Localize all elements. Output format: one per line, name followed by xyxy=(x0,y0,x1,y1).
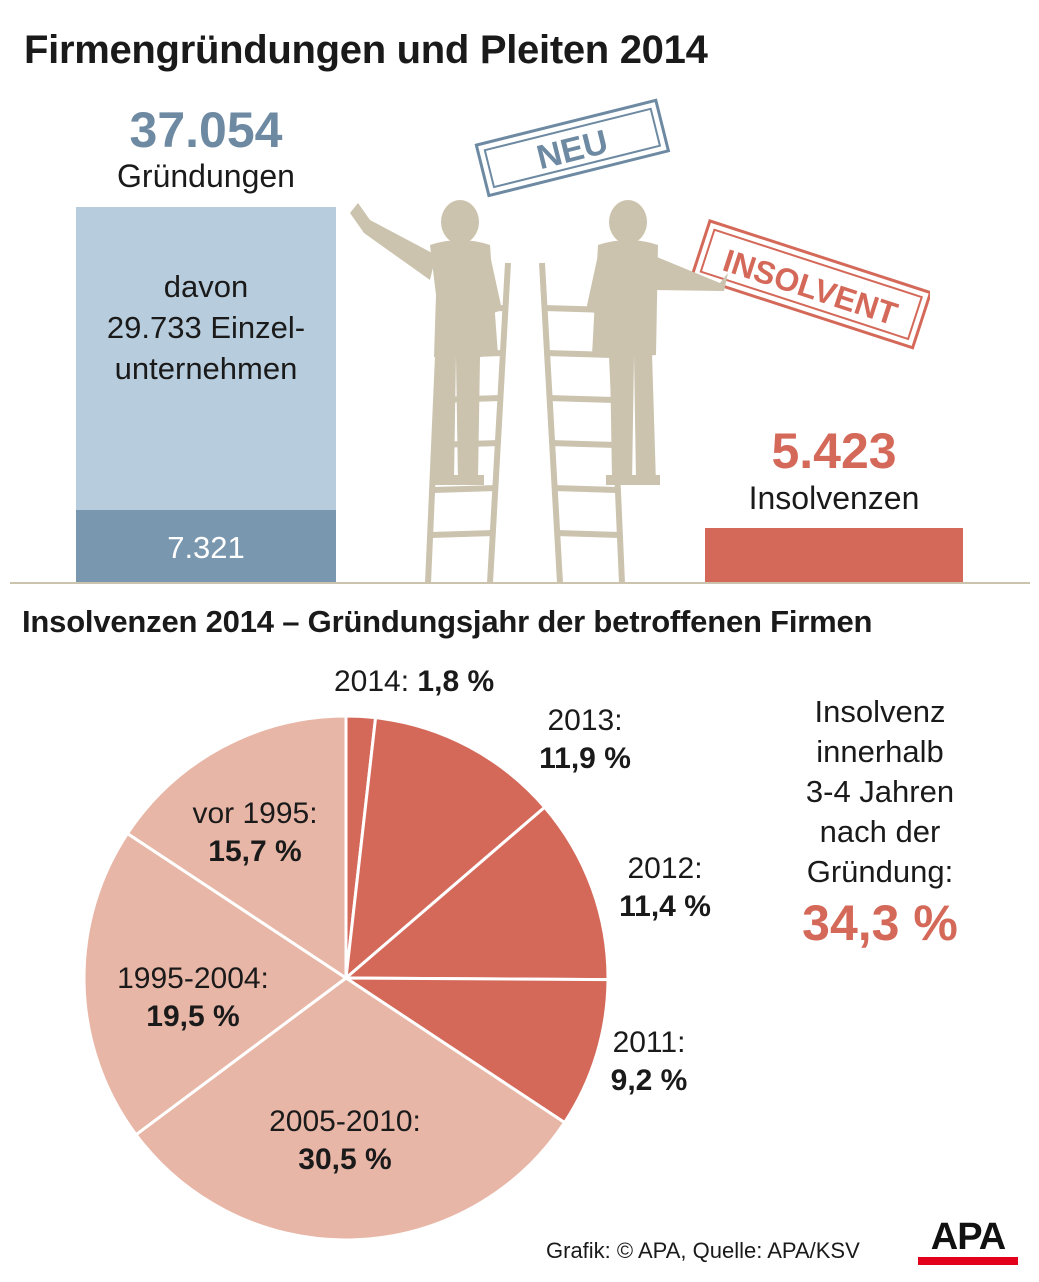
pie-label-2014-year: 2014: xyxy=(334,665,410,698)
pie-label-vor-1995-value: 15,7 % xyxy=(208,835,302,868)
source-credit: Grafik: © APA, Quelle: APA/KSV xyxy=(546,1238,860,1263)
side-note-line1: Insolvenz xyxy=(814,694,946,729)
pie-title: Insolvenzen 2014 – Gründungsjahr der bet… xyxy=(22,604,873,639)
insolvency-bar xyxy=(705,528,963,583)
page-title: Firmengründungen und Pleiten 2014 xyxy=(24,28,708,72)
left-person xyxy=(350,200,502,485)
pie-label-2005-2010-value: 30,5 % xyxy=(298,1143,392,1176)
pie-slice-vor1995 xyxy=(125,714,348,981)
side-note: Insolvenz innerhalb 3-4 Jahren nach der … xyxy=(760,692,1000,952)
founding-value: 37.054 xyxy=(129,102,283,158)
pie-label-vor-1995: vor 1995: 15,7 % xyxy=(170,795,340,871)
apa-logo-bar xyxy=(918,1257,1018,1265)
founding-note-line2: 29.733 Einzel- xyxy=(106,310,306,345)
pie-label-2011-year: 2011: xyxy=(612,1026,686,1059)
pie-slice-2011 xyxy=(340,976,610,1125)
pie-label-2013-year: 2013: xyxy=(547,704,623,737)
pie-slice-2013 xyxy=(344,716,547,982)
pie-label-1995-2004: 1995-2004: 19,5 % xyxy=(98,960,288,1036)
pie-label-2013-value: 11,9 % xyxy=(539,742,631,775)
pie-slice-1995-2004 xyxy=(82,831,349,1137)
founding-note-line1: davon xyxy=(163,269,249,304)
apa-logo: APA xyxy=(918,1218,1018,1266)
side-note-value: 34,3 % xyxy=(802,895,958,951)
pie-label-2012-year: 2012: xyxy=(627,852,703,885)
founding-note-line3: unternehmen xyxy=(114,351,298,386)
pie-label-2005-2010-year: 2005-2010: xyxy=(269,1105,421,1138)
baseline xyxy=(10,582,1030,584)
pie-label-1995-2004-year: 1995-2004: xyxy=(117,962,269,995)
side-note-line4: nach der xyxy=(819,814,941,849)
pie-label-1995-2004-value: 19,5 % xyxy=(146,1000,240,1033)
pie-label-2011-value: 9,2 % xyxy=(610,1064,688,1097)
insolvency-label: Insolvenzen xyxy=(748,480,920,516)
side-note-line5: Gründung: xyxy=(806,854,954,889)
insolvency-value: 5.423 xyxy=(771,423,897,479)
pie-label-2014-value: 1,8 % xyxy=(417,665,495,698)
neu-sign: NEU xyxy=(474,98,671,198)
side-note-line2: innerhalb xyxy=(816,734,944,769)
pie-slice-2012 xyxy=(341,805,610,982)
founding-lower-value: 7.321 xyxy=(167,530,245,565)
founding-label: Gründungen xyxy=(117,158,295,194)
pie-label-2012: 2012: 11,4 % xyxy=(600,850,730,926)
pie-label-2014: 2014: 1,8 % xyxy=(334,663,494,701)
founding-bar-note: davon 29.733 Einzel- unternehmen xyxy=(76,266,336,389)
founding-bar-lower xyxy=(76,510,336,583)
right-person xyxy=(586,200,728,485)
pie-slice-2005-2010 xyxy=(133,976,567,1242)
pie-label-2013: 2013: 11,9 % xyxy=(520,702,650,778)
pie-label-2005-2010: 2005-2010: 30,5 % xyxy=(245,1103,445,1179)
pie-label-2012-value: 11,4 % xyxy=(619,890,711,923)
pie-label-vor-1995-year: vor 1995: xyxy=(192,797,318,830)
side-note-line3: 3-4 Jahren xyxy=(805,774,955,809)
apa-logo-text: APA xyxy=(930,1216,1006,1258)
ladder-illustration: NEU INSOLVENT xyxy=(350,98,930,584)
founding-bar-upper xyxy=(76,207,336,510)
pie-label-2011: 2011: 9,2 % xyxy=(594,1024,704,1100)
